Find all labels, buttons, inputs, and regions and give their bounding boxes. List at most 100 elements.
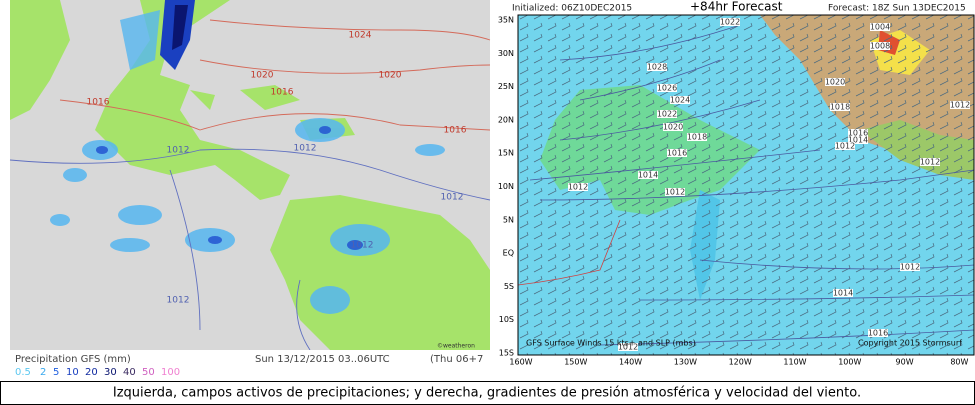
isobar-label-bg [670, 96, 690, 104]
lon-label: 110W [783, 358, 806, 367]
isobar-label: 1016 [444, 126, 467, 136]
isobar-label-bg [848, 129, 868, 137]
lon-label: 80W [950, 358, 968, 367]
isobar-label-bg [657, 84, 677, 92]
valid-time: Sun 13/12/2015 03..06UTC [255, 354, 390, 365]
isobar-label: 1012 [167, 296, 190, 306]
lon-label: 150W [564, 358, 587, 367]
isobar-label-bg [638, 171, 658, 179]
isobar-label-bg [833, 289, 853, 297]
isobar-label-bg [667, 149, 687, 157]
isobar-label: 1012 [950, 101, 970, 110]
legend-value: 2 [40, 367, 46, 378]
lat-label: 35N [498, 16, 514, 25]
isobar-label-bg [870, 23, 890, 31]
isobar-label-bg [665, 188, 685, 196]
lon-label: 160W [509, 358, 532, 367]
isobar-label: 1012 [568, 183, 588, 192]
precip-map [9, 0, 491, 380]
lat-label: 25N [498, 82, 514, 91]
isobar-label-bg [657, 110, 677, 118]
isobar-label-bg [663, 123, 683, 131]
isobar-label-bg [868, 329, 888, 337]
isobar-label: 1014 [638, 171, 658, 180]
lat-label: 10S [499, 315, 514, 324]
isobar-label: 1016 [271, 88, 294, 98]
isobar-label-bg [920, 158, 940, 166]
wind-map [492, 0, 975, 380]
lat-label: 30N [498, 49, 514, 58]
initialized: Initialized: 06Z10DEC2015 [512, 4, 632, 14]
legend-title: Precipitation GFS (mm) [15, 354, 131, 365]
isobar-label-bg [835, 142, 855, 150]
legend-value: 0.5 [15, 367, 31, 378]
isobar-label: 1022 [720, 18, 740, 27]
isobar-label: 1012 [441, 193, 464, 203]
isobar-label-bg [830, 103, 850, 111]
forecast-time: Forecast: 18Z Sun 13DEC2015 [828, 4, 966, 14]
credit: ©weatheron [437, 343, 475, 350]
isobar-label: 1012 [618, 343, 638, 352]
isobar-label: 1016 [87, 98, 110, 108]
forecast-hour: +84hr Forecast [690, 0, 783, 14]
isobar-label-bg [618, 343, 638, 351]
isobar-label: 1012 [920, 158, 940, 167]
isobar-label-bg [720, 18, 740, 26]
isobar-label: 1016 [868, 329, 888, 338]
lat-label: EQ [503, 249, 514, 258]
legend-value: 30 [104, 367, 117, 378]
isobar-label-bg [687, 133, 707, 141]
isobar-label: 1024 [349, 31, 372, 41]
isobar-label: 1014 [833, 289, 853, 298]
lat-label: 5N [503, 215, 514, 224]
lat-label: 15S [499, 349, 514, 358]
isobar-label: 1012 [665, 188, 685, 197]
legend-value: 5 [53, 367, 59, 378]
lon-label: 120W [729, 358, 752, 367]
isobar-label-bg [950, 101, 970, 109]
isobar-label: 1022 [657, 110, 677, 119]
run-info: (Thu 06+7 [430, 354, 483, 365]
legend-value: 20 [85, 367, 98, 378]
isobar-label-bg [870, 42, 890, 50]
isobar-label: 1020 [379, 71, 402, 81]
lon-label: 140W [619, 358, 642, 367]
lon-label: 130W [674, 358, 697, 367]
isobar-label: 1020 [663, 123, 683, 132]
isobar-label: 1008 [870, 42, 890, 51]
legend-value: 10 [66, 367, 79, 378]
isobar-label: 1024 [670, 96, 690, 105]
isobar-label: 1016 [848, 129, 868, 138]
lat-label: 20N [498, 115, 514, 124]
isobar-label: 1016 [667, 149, 687, 158]
legend-value: 50 [142, 367, 155, 378]
isobar-label: 1012 [351, 241, 374, 251]
copyright: Copyright 2015 Stormsurf [858, 339, 962, 348]
isobar-label-bg [900, 263, 920, 271]
lat-label: 10N [498, 182, 514, 191]
legend-value: 100 [161, 367, 180, 378]
isobar-label-bg [848, 136, 868, 144]
isobar-label: 1014 [848, 136, 868, 145]
isobar-label: 1004 [870, 23, 890, 32]
lat-label: 15N [498, 149, 514, 158]
footer: GFS Surface Winds 15 kts+ and SLP (mbs) [526, 339, 696, 348]
isobar-label-bg [825, 78, 845, 86]
lat-label: 5S [504, 282, 514, 291]
caption: Izquierda, campos activos de precipitaci… [113, 386, 861, 401]
isobar-label: 1018 [830, 103, 850, 112]
isobar-label: 1012 [835, 142, 855, 151]
isobar-label: 1012 [900, 263, 920, 272]
isobar-label-bg [568, 183, 588, 191]
lon-label: 90W [896, 358, 914, 367]
isobar-label: 1028 [647, 63, 667, 72]
legend-value: 40 [123, 367, 136, 378]
isobar-label: 1020 [825, 78, 845, 87]
isobar-label: 1012 [167, 146, 190, 156]
isobar-label-bg [647, 63, 667, 71]
isobar-label: 1018 [687, 133, 707, 142]
lon-label: 100W [838, 358, 861, 367]
isobar-label: 1026 [657, 84, 677, 93]
